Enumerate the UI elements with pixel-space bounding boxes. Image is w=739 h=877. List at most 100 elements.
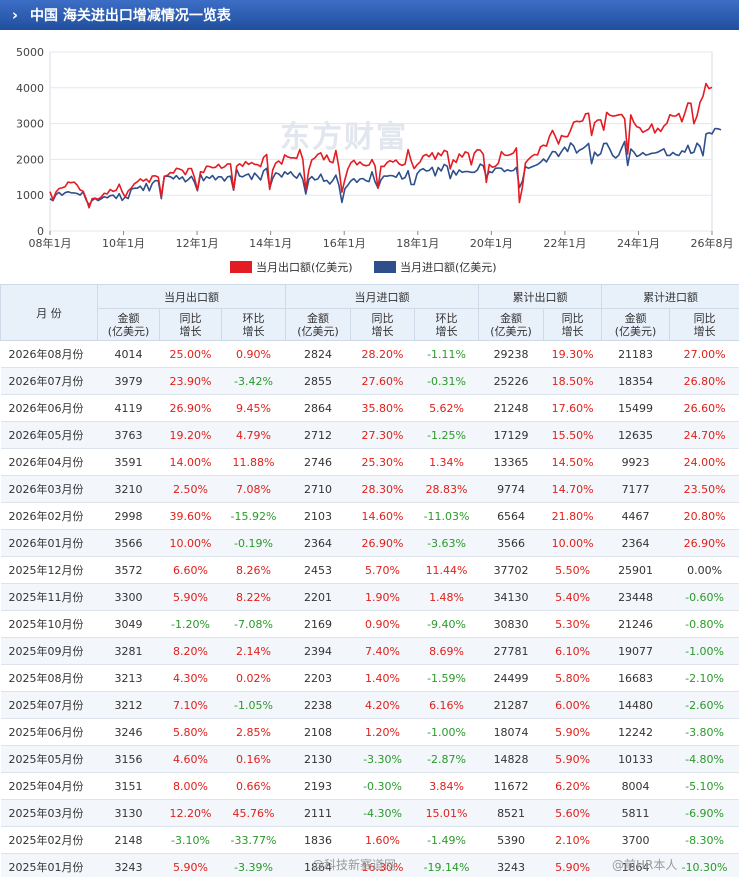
value-cell: 45.76% — [221, 799, 286, 827]
value-cell: 6564 — [478, 502, 544, 530]
value-cell: 21.80% — [543, 502, 602, 530]
month-cell: 2025年10月份 — [0, 610, 98, 638]
value-cell: 12242 — [601, 718, 670, 746]
value-cell: 27781 — [478, 637, 544, 665]
x-tick-label: 20年1月 — [470, 236, 513, 250]
value-cell: -3.80% — [669, 718, 739, 746]
x-tick-label: 24年1月 — [617, 236, 660, 250]
value-cell: 2.10% — [543, 826, 602, 854]
value-cell: 0.00% — [669, 556, 739, 584]
month-cell: 2025年04月份 — [0, 772, 98, 800]
value-cell: 26.90% — [669, 529, 739, 557]
value-cell: 12635 — [601, 421, 670, 449]
value-cell: 28.30% — [350, 475, 415, 503]
chevron-right-icon[interactable]: › — [11, 6, 19, 24]
table-row: 2025年08月份 3213 4.30% 0.02% 2203 1.40% -1.59% 24… — [0, 664, 739, 692]
value-cell: 2148 — [97, 826, 160, 854]
legend-export[interactable]: 当月出口额(亿美元) — [230, 259, 353, 275]
value-cell: 35.80% — [350, 394, 415, 422]
value-cell: 6.10% — [543, 637, 602, 665]
x-tick-label: 12年1月 — [176, 236, 219, 250]
value-cell: 8004 — [601, 772, 670, 800]
value-cell: -3.10% — [159, 826, 222, 854]
value-cell: 15.01% — [414, 799, 479, 827]
value-cell: 8.69% — [414, 637, 479, 665]
value-cell: 10.00% — [543, 529, 602, 557]
value-cell: -2.87% — [414, 745, 479, 773]
value-cell: 14.70% — [543, 475, 602, 503]
value-cell: 20.80% — [669, 502, 739, 530]
value-cell: -6.90% — [669, 799, 739, 827]
trade-table: 月 份 当月出口额 当月进口额 累计出口额 累计进口额 金额 (亿美元) 同比 增长环… — [0, 284, 739, 877]
value-cell: 11.44% — [414, 556, 479, 584]
title-bar: › 中国 海关进出口增减情况一览表 — [0, 0, 739, 30]
table-row: 2026年08月份 4014 25.00% 0.90% 2824 28.20% -1.11%… — [0, 340, 739, 368]
month-cell: 2025年11月份 — [0, 583, 98, 611]
value-cell: -1.05% — [221, 691, 286, 719]
value-cell: 27.60% — [350, 367, 415, 395]
value-cell: 18354 — [601, 367, 670, 395]
value-cell: -1.25% — [414, 421, 479, 449]
table-row: 2025年02月份 2148 -3.10% -33.77% 1836 1.60% -1.49… — [0, 826, 739, 854]
y-tick-label: 5000 — [16, 46, 44, 59]
page-title: 中国 海关进出口增减情况一览表 — [30, 8, 231, 24]
value-cell: -3.39% — [221, 853, 286, 877]
line-chart-svg: 0 1000 2000 3000 4000 5000 08年1月 10年1月 12年1月 14年1… — [16, 46, 734, 250]
table-row: 2025年06月份 3246 5.80% 2.85% 2108 1.20% -1.00% 18… — [0, 718, 739, 746]
chart-legend: 当月出口额(亿美元) 当月进口额(亿美元) — [0, 256, 739, 278]
subheader-3: 金额 (亿美元) — [285, 308, 352, 341]
value-cell: 1864 — [601, 853, 670, 877]
value-cell: 3979 — [97, 367, 160, 395]
value-cell: 2712 — [285, 421, 351, 449]
value-cell: 37702 — [478, 556, 544, 584]
value-cell: 3212 — [97, 691, 160, 719]
subheader-0: 金额 (亿美元) — [97, 308, 160, 341]
month-cell: 2026年01月份 — [0, 529, 98, 557]
value-cell: 4014 — [97, 340, 160, 368]
month-cell: 2026年03月份 — [0, 475, 98, 503]
value-cell: 5.70% — [350, 556, 415, 584]
value-cell: 5.90% — [159, 583, 222, 611]
value-cell: 6.20% — [543, 772, 602, 800]
value-cell: 24.70% — [669, 421, 739, 449]
value-cell: 4.60% — [159, 745, 222, 773]
value-cell: 4.79% — [221, 421, 286, 449]
value-cell: 3246 — [97, 718, 160, 746]
value-cell: 2746 — [285, 448, 351, 476]
value-cell: -33.77% — [221, 826, 286, 854]
month-cell: 2026年06月份 — [0, 394, 98, 422]
value-cell: 26.90% — [350, 529, 415, 557]
x-tick-label: 22年1月 — [543, 236, 586, 250]
value-cell: 5.50% — [543, 556, 602, 584]
value-cell: 24499 — [478, 664, 544, 692]
x-tick-label: 16年1月 — [323, 236, 366, 250]
table-row: 2025年09月份 3281 8.20% 2.14% 2394 7.40% 8.69% 277… — [0, 637, 739, 665]
value-cell: 2.50% — [159, 475, 222, 503]
value-cell: 19077 — [601, 637, 670, 665]
value-cell: 2103 — [285, 502, 351, 530]
value-cell: 1.48% — [414, 583, 479, 611]
value-cell: 0.90% — [221, 340, 286, 368]
x-tick-label: 10年1月 — [102, 236, 145, 250]
value-cell: 1.20% — [350, 718, 415, 746]
value-cell: 2855 — [285, 367, 351, 395]
value-cell: -0.60% — [669, 583, 739, 611]
value-cell: 2130 — [285, 745, 351, 773]
value-cell: 2394 — [285, 637, 351, 665]
value-cell: 5.62% — [414, 394, 479, 422]
table-row: 2026年01月份 3566 10.00% -0.19% 2364 26.90% -3.63… — [0, 529, 739, 557]
value-cell: 8.22% — [221, 583, 286, 611]
import-series-line — [49, 127, 722, 206]
value-cell: -1.00% — [414, 718, 479, 746]
value-cell: 6.00% — [543, 691, 602, 719]
value-cell: 25226 — [478, 367, 544, 395]
value-cell: 14.60% — [350, 502, 415, 530]
value-cell: 1.34% — [414, 448, 479, 476]
legend-import-swatch — [374, 261, 396, 273]
value-cell: 3591 — [97, 448, 160, 476]
value-cell: -0.31% — [414, 367, 479, 395]
value-cell: 21183 — [601, 340, 670, 368]
value-cell: 23448 — [601, 583, 670, 611]
legend-import[interactable]: 当月进口额(亿美元) — [374, 259, 497, 275]
value-cell: 2.14% — [221, 637, 286, 665]
